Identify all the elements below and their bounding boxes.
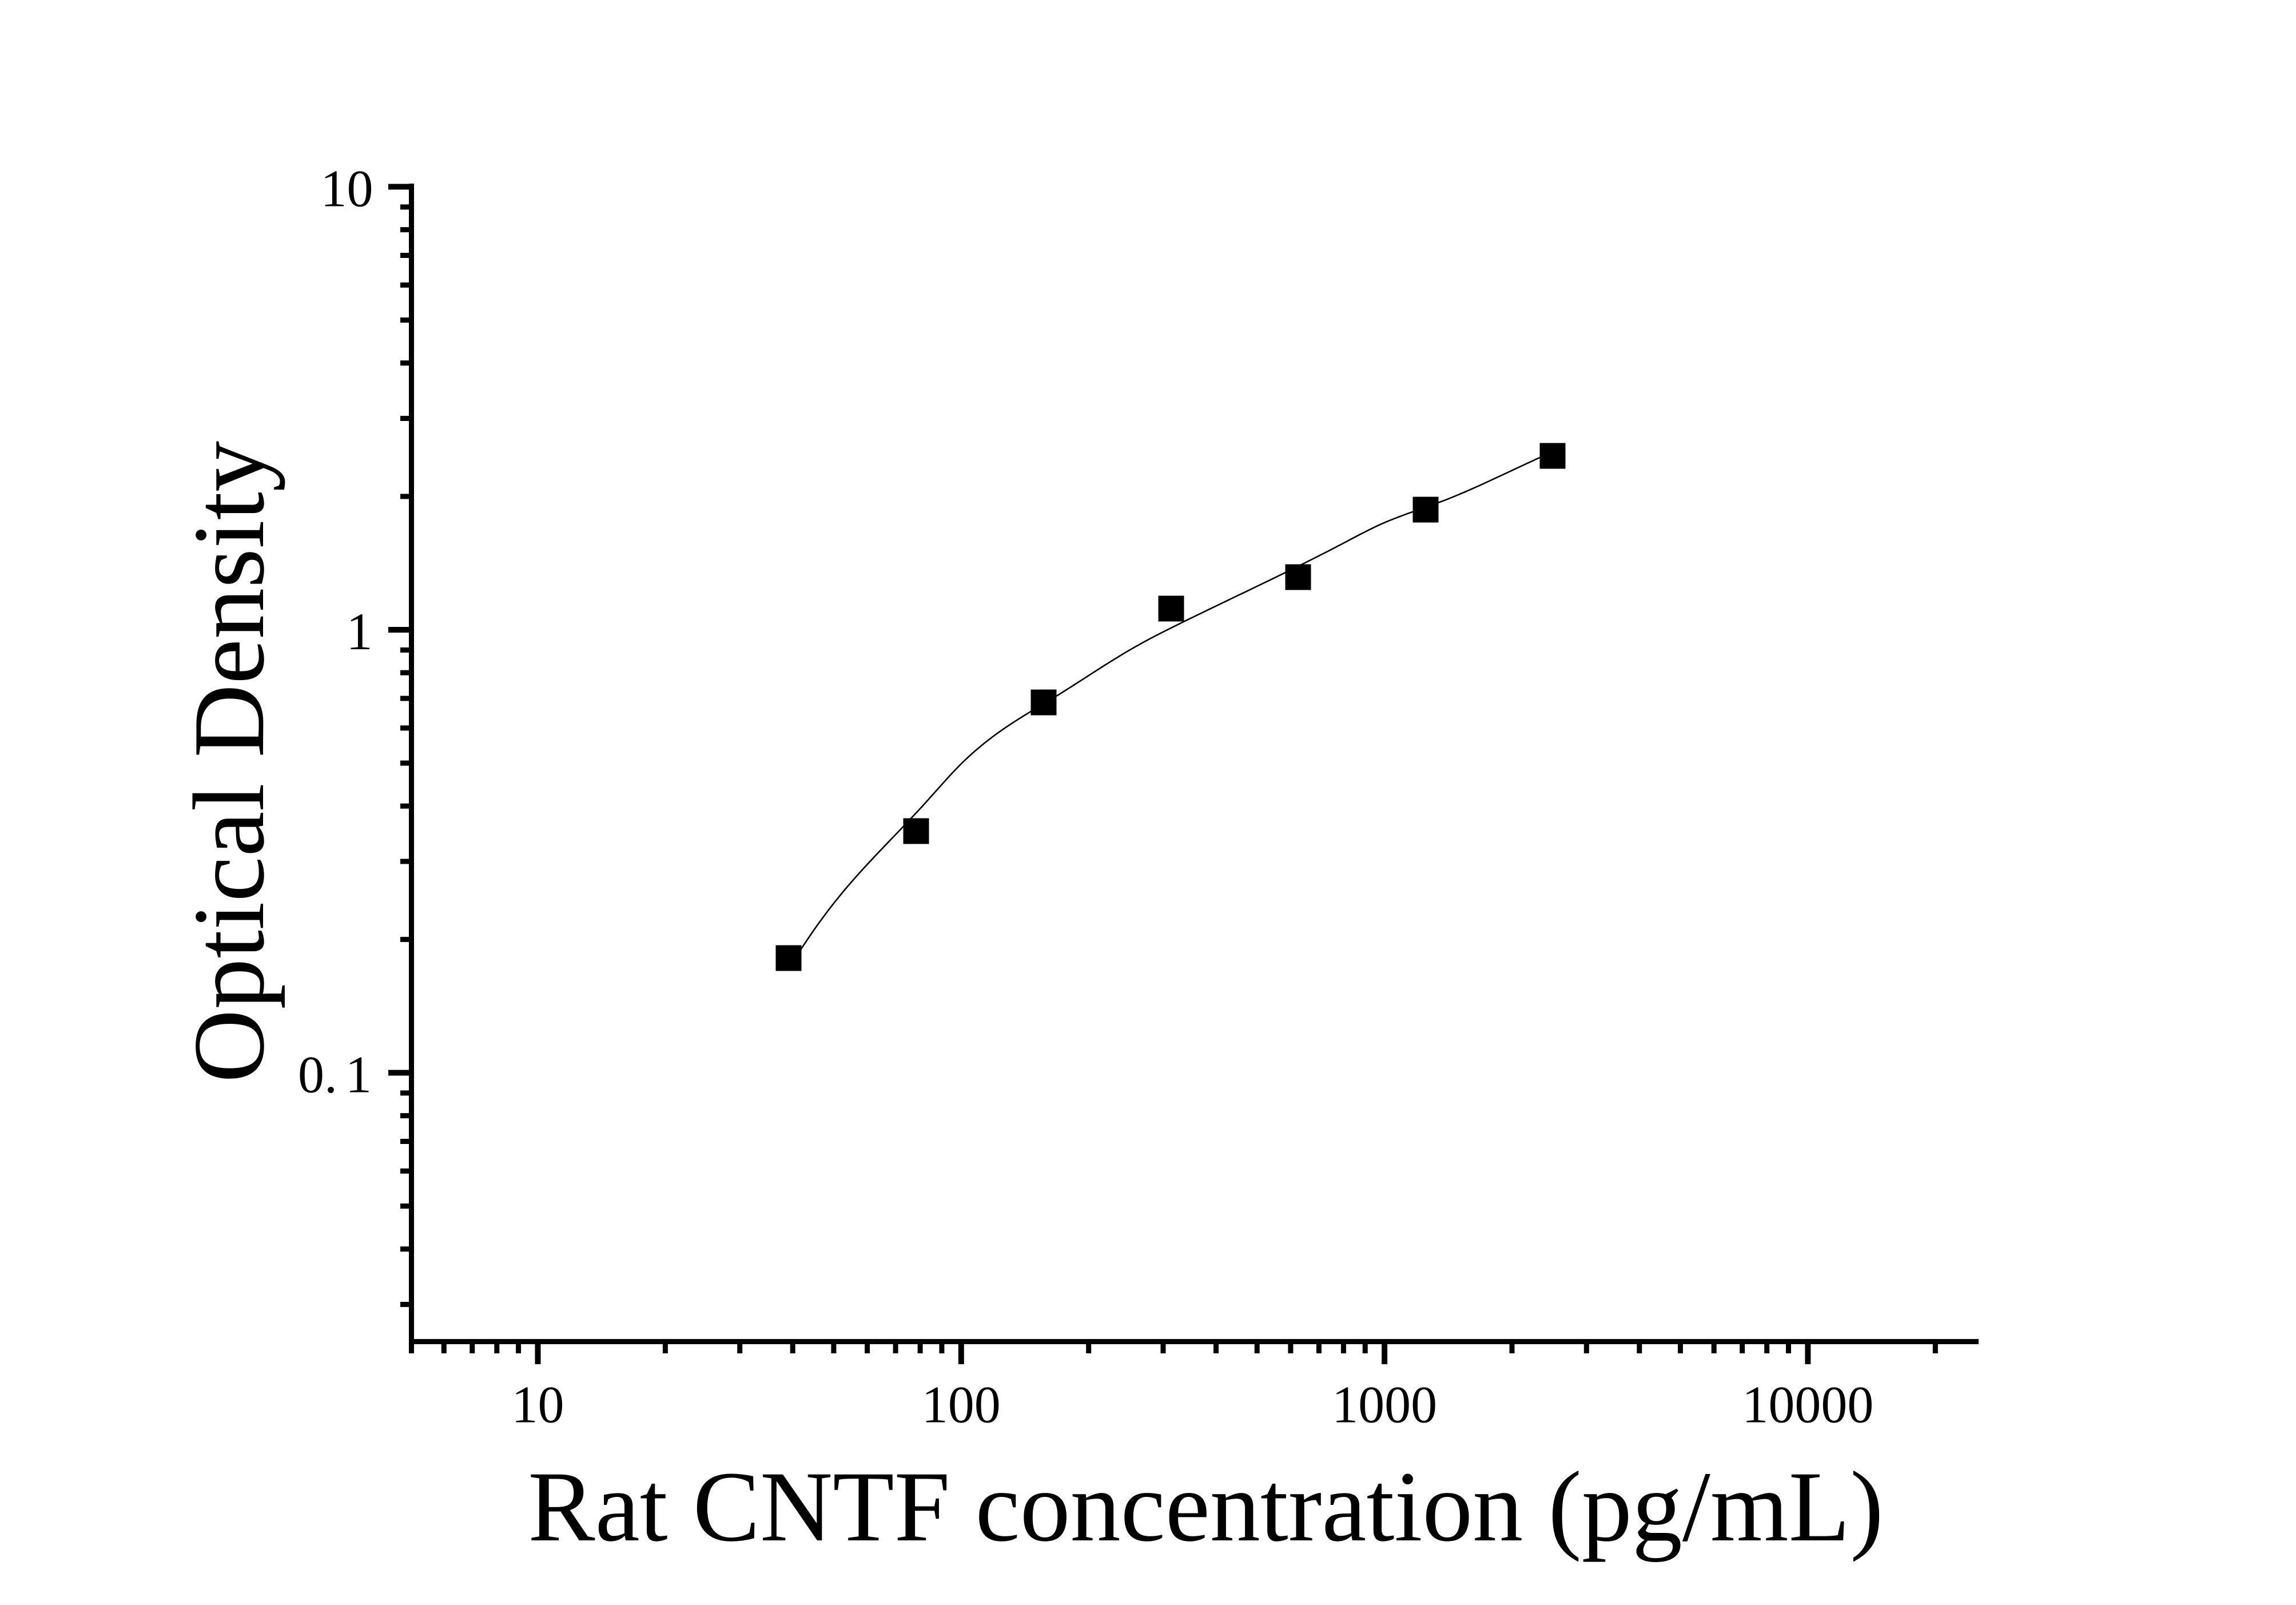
svg-text:1000: 1000 (1332, 1376, 1437, 1434)
svg-text:10: 10 (321, 160, 373, 218)
svg-text:10: 10 (512, 1376, 564, 1434)
svg-text:Rat CNTF concentration (pg/mL): Rat CNTF concentration (pg/mL) (528, 1451, 1884, 1563)
svg-text:0.: 0. (298, 1046, 337, 1104)
svg-text:Optical Density: Optical Density (172, 441, 285, 1083)
svg-text:100: 100 (922, 1376, 1001, 1434)
svg-text:10000: 10000 (1742, 1376, 1873, 1434)
svg-text:1: 1 (347, 602, 373, 661)
svg-text:1: 1 (345, 1046, 372, 1104)
